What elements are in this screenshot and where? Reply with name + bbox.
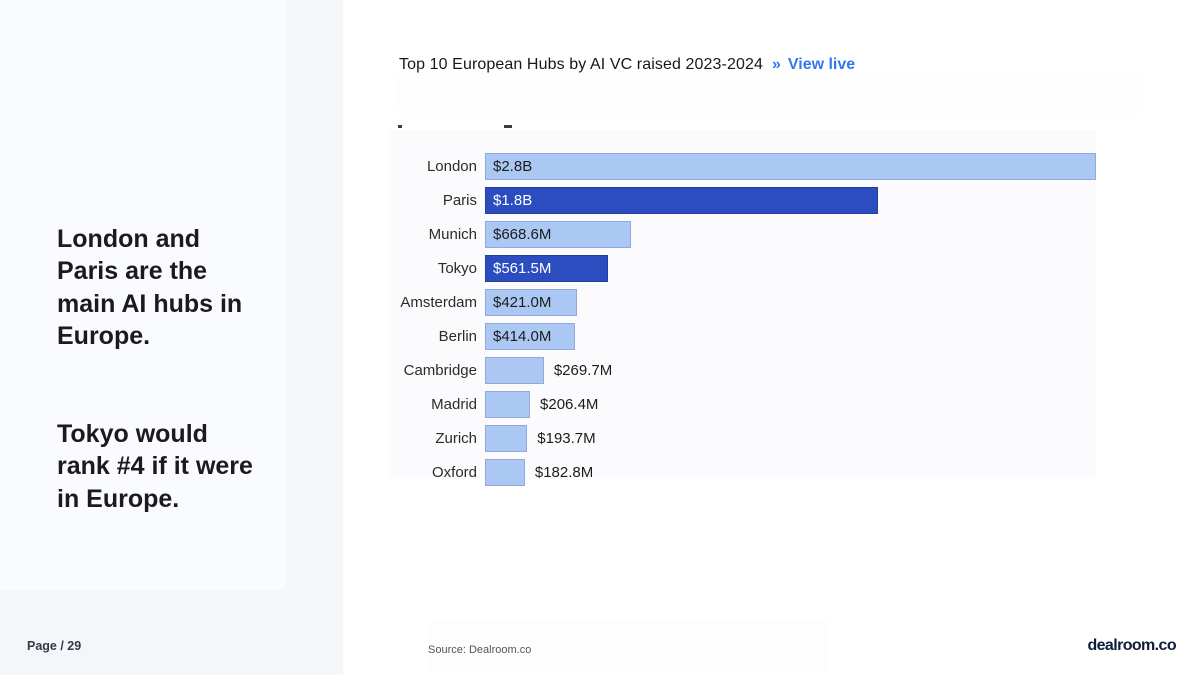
bar-madrid — [485, 390, 531, 418]
slide-headline: London and Paris are the main AI hubs in… — [57, 190, 307, 548]
bar-amsterdam: $421.0M — [485, 288, 577, 316]
source-band — [428, 620, 830, 672]
chart-title-row: Top 10 European Hubs by AI VC raised 202… — [399, 56, 855, 74]
category-label: London — [426, 157, 477, 175]
value-label: $1.8B — [493, 191, 533, 209]
bar-munich: $668.6M — [485, 220, 631, 248]
dealroom-logo: dealroom.co — [1087, 637, 1176, 654]
category-label: Cambridge — [403, 361, 477, 379]
chart-row-london: London $2.8B — [388, 149, 1096, 183]
value-label: $2.8B — [493, 157, 533, 175]
bar-track: $206.4M — [485, 390, 1096, 418]
clipped-text-fragment — [504, 125, 512, 128]
category-label: Paris — [442, 191, 477, 209]
bar-chart-rows: London $2.8B Paris $1.8B Munich $668.6M Tokyo $… — [388, 149, 1096, 489]
bar-chart: London $2.8B Paris $1.8B Munich $668.6M Tokyo $… — [388, 130, 1096, 486]
bar-tokyo: $561.5M — [485, 254, 608, 282]
value-label: $193.7M — [537, 429, 596, 447]
bar-oxford — [485, 458, 525, 486]
bar-track: $2.8B — [485, 152, 1096, 180]
bar-london: $2.8B — [485, 152, 1096, 180]
headline-paragraph-1: London and Paris are the main AI hubs in… — [57, 224, 243, 351]
category-label: Madrid — [431, 395, 477, 413]
category-label: Munich — [428, 225, 477, 243]
value-label: $561.5M — [493, 259, 552, 277]
source-note: Source: Dealroom.co — [428, 644, 532, 656]
chart-row-munich: Munich $668.6M — [388, 217, 1096, 251]
chart-header-band — [398, 72, 1143, 114]
chart-row-cambridge: Cambridge $269.7M — [388, 353, 1096, 387]
chart-row-madrid: Madrid $206.4M — [388, 387, 1096, 421]
page-number: Page / 29 — [27, 639, 82, 653]
bar-track: $193.7M — [485, 424, 1096, 452]
value-label: $182.8M — [534, 463, 594, 481]
value-label: $269.7M — [553, 361, 613, 379]
bar-track: $182.8M — [485, 458, 1096, 486]
category-label: Tokyo — [437, 259, 477, 277]
chart-row-amsterdam: Amsterdam $421.0M — [388, 285, 1096, 319]
category-label: Zurich — [435, 429, 477, 447]
headline-card — [0, 0, 287, 590]
view-live-label: View live — [787, 56, 856, 73]
headline-paragraph-2: Tokyo would rank #4 if it were in Europe… — [57, 419, 253, 513]
view-live-link[interactable]: » View live — [772, 56, 855, 74]
category-label: Berlin — [438, 327, 477, 345]
bar-paris: $1.8B — [485, 186, 878, 214]
value-label: $668.6M — [493, 225, 552, 243]
bar-track: $1.8B — [485, 186, 1096, 214]
category-label: Amsterdam — [400, 293, 477, 311]
chart-row-tokyo: Tokyo $561.5M — [388, 251, 1096, 285]
chart-row-berlin: Berlin $414.0M — [388, 319, 1096, 353]
bar-track: $668.6M — [485, 220, 1096, 248]
left-panel: London and Paris are the main AI hubs in… — [0, 0, 343, 675]
bar-track: $561.5M — [485, 254, 1096, 282]
value-label: $414.0M — [493, 327, 552, 345]
bar-track: $414.0M — [485, 322, 1096, 350]
chart-row-oxford: Oxford $182.8M — [388, 455, 1096, 489]
value-label: $206.4M — [540, 395, 599, 413]
chart-row-paris: Paris $1.8B — [388, 183, 1096, 217]
bar-berlin: $414.0M — [485, 322, 576, 350]
bar-track: $421.0M — [485, 288, 1096, 316]
bar-cambridge — [485, 356, 544, 384]
chart-row-zurich: Zurich $193.7M — [388, 421, 1096, 455]
chevrons-right-icon: » — [771, 56, 781, 73]
bar-track: $269.7M — [485, 356, 1096, 384]
value-label: $421.0M — [493, 293, 552, 311]
clipped-text-fragment — [398, 125, 402, 128]
bar-zurich — [485, 424, 528, 452]
category-label: Oxford — [431, 463, 477, 481]
chart-title: Top 10 European Hubs by AI VC raised 202… — [399, 56, 763, 73]
